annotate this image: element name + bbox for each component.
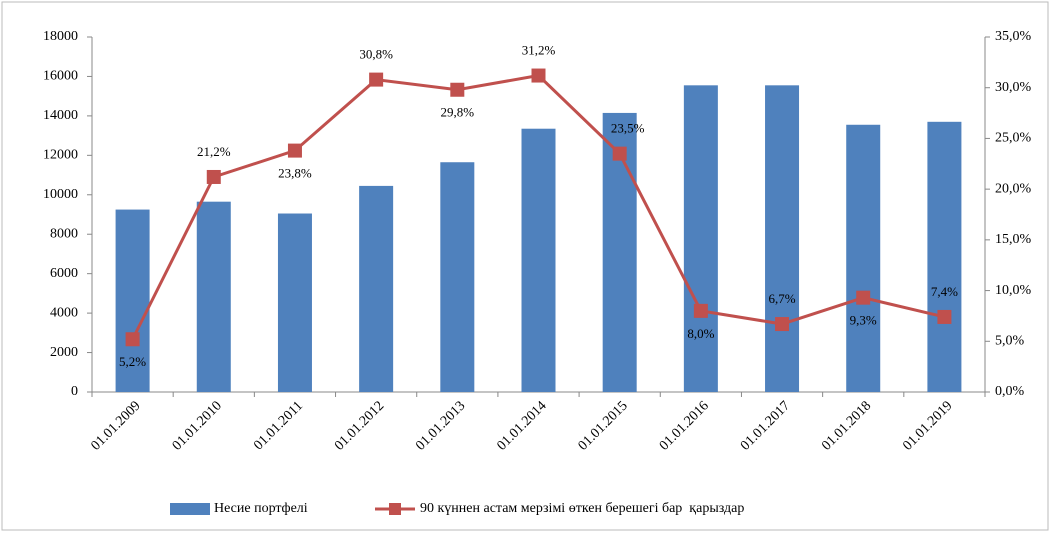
marker bbox=[206, 169, 221, 184]
x-tick-label: 01.01.2009 bbox=[89, 398, 144, 453]
data-label: 29,8% bbox=[441, 105, 475, 120]
data-label: 21,2% bbox=[197, 144, 231, 159]
y-tick-label: 14000 bbox=[43, 108, 78, 123]
marker bbox=[531, 68, 546, 83]
data-label: 8,0% bbox=[687, 326, 714, 341]
y-tick-label: 12000 bbox=[43, 148, 78, 163]
data-label: 23,5% bbox=[611, 121, 645, 136]
y-tick-label: 18000 bbox=[43, 29, 78, 44]
bar bbox=[846, 124, 881, 392]
y-tick-label: 8000 bbox=[50, 226, 78, 241]
y2-tick-label: 20,0% bbox=[995, 181, 1032, 196]
bar bbox=[277, 213, 312, 392]
y2-tick-label: 35,0% bbox=[995, 29, 1032, 44]
bar bbox=[440, 162, 475, 392]
x-tick-label: 01.01.2012 bbox=[332, 398, 387, 453]
data-label: 23,8% bbox=[278, 166, 312, 181]
y-tick-label: 6000 bbox=[50, 266, 78, 281]
marker bbox=[856, 290, 871, 305]
marker bbox=[612, 146, 627, 161]
data-label: 9,3% bbox=[850, 313, 877, 328]
x-tick-label: 01.01.2015 bbox=[576, 398, 631, 453]
marker bbox=[125, 332, 140, 347]
x-tick-label: 01.01.2014 bbox=[494, 398, 549, 453]
data-label: 31,2% bbox=[522, 43, 556, 58]
marker bbox=[287, 143, 302, 158]
y2-tick-label: 10,0% bbox=[995, 283, 1032, 298]
data-label: 30,8% bbox=[359, 47, 393, 62]
marker bbox=[937, 309, 952, 324]
bar bbox=[765, 85, 800, 392]
data-label: 7,4% bbox=[931, 284, 958, 299]
y-tick-label: 2000 bbox=[50, 345, 78, 360]
legend-swatch bbox=[170, 503, 210, 515]
data-label: 6,7% bbox=[768, 291, 795, 306]
x-tick-label: 01.01.2019 bbox=[900, 398, 955, 453]
bar bbox=[683, 85, 718, 392]
y2-tick-label: 15,0% bbox=[995, 232, 1032, 247]
y2-tick-label: 30,0% bbox=[995, 80, 1032, 95]
x-tick-label: 01.01.2011 bbox=[251, 398, 306, 453]
y2-tick-label: 5,0% bbox=[995, 334, 1025, 349]
x-tick-label: 01.01.2017 bbox=[738, 398, 793, 453]
y-tick-label: 0 bbox=[71, 384, 78, 399]
bar bbox=[521, 128, 556, 393]
y-tick-label: 10000 bbox=[43, 187, 78, 202]
x-tick-label: 01.01.2013 bbox=[413, 398, 468, 453]
marker bbox=[450, 82, 465, 97]
legend-label: 90 күннен астам мерзімі өткен берешегі б… bbox=[420, 501, 744, 516]
bar bbox=[927, 121, 962, 393]
bar bbox=[359, 185, 394, 392]
legend-swatch bbox=[389, 503, 401, 515]
y-tick-label: 16000 bbox=[43, 69, 78, 84]
x-tick-label: 01.01.2018 bbox=[819, 398, 874, 453]
marker bbox=[775, 317, 790, 332]
bar bbox=[196, 201, 231, 392]
bar bbox=[115, 209, 150, 392]
legend-label: Несие портфелі bbox=[214, 501, 308, 516]
data-label: 5,2% bbox=[119, 354, 146, 369]
marker bbox=[693, 303, 708, 318]
x-tick-label: 01.01.2016 bbox=[657, 398, 712, 453]
y2-tick-label: 0,0% bbox=[995, 384, 1025, 399]
y-tick-label: 4000 bbox=[50, 305, 78, 320]
x-tick-label: 01.01.2010 bbox=[170, 398, 225, 453]
marker bbox=[369, 72, 384, 87]
y2-tick-label: 25,0% bbox=[995, 131, 1032, 146]
